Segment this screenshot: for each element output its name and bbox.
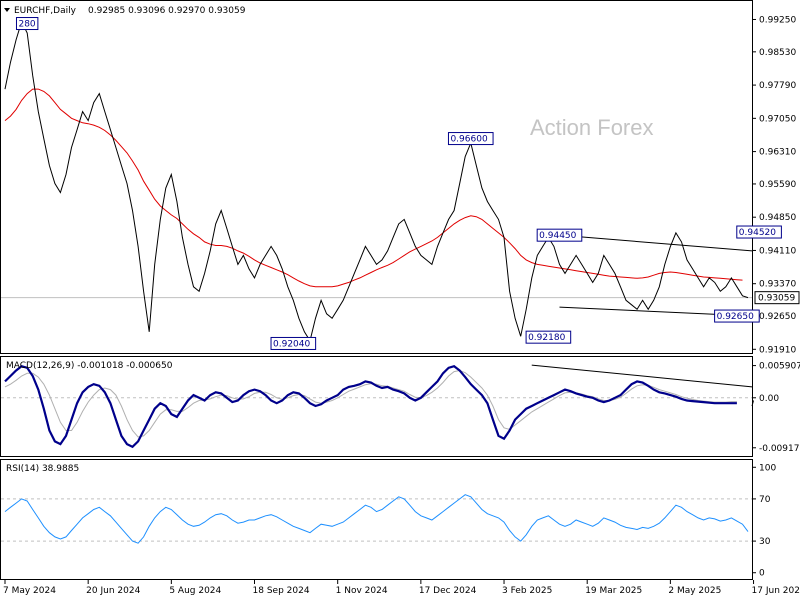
x-tick-label: 17 Dec 2024 <box>419 586 477 596</box>
price-label-box <box>536 228 583 242</box>
price-line <box>4 20 749 343</box>
x-tick-label: 18 Sep 2024 <box>253 586 310 596</box>
price-tick-label: 0.94850 <box>759 213 796 223</box>
ma-line <box>4 88 743 288</box>
x-tick-label: 3 Feb 2025 <box>502 586 552 596</box>
x-tick-label: 20 Jun 2024 <box>86 586 140 596</box>
x-tick-label: 7 May 2024 <box>3 586 56 596</box>
watermark: Action Forex <box>530 115 654 140</box>
x-tick-label: 5 Aug 2024 <box>169 586 221 596</box>
price-tick-label: 0.97050 <box>759 114 796 124</box>
price-tick-label: 0.93370 <box>759 280 796 290</box>
trendline <box>559 234 753 252</box>
price-labels-layer: 280 0.96600 0.92040 0.94450 0.92180 0.94520 0.… <box>15 17 782 350</box>
price-tick-label: 0.91910 <box>759 345 796 355</box>
price-label-box <box>714 309 760 323</box>
current-price-tag <box>754 291 800 305</box>
price-label-text: 0.94520 <box>739 228 776 238</box>
price-label-text: 0.92650 <box>717 312 754 322</box>
macd-line <box>4 364 737 449</box>
price-label-text: 0.94450 <box>539 231 576 241</box>
x-tick-label: 2 May 2025 <box>668 586 721 596</box>
macd-y-axis: 0.005907 0.00 -0.009175 <box>752 362 800 454</box>
rsi-panel[interactable] <box>0 459 753 580</box>
price-tick-label: 0.92650 <box>759 312 796 322</box>
x-tick-label: 1 Nov 2024 <box>336 586 388 596</box>
macd-tick-label: 0.00 <box>759 394 779 404</box>
series-layer <box>1 20 752 544</box>
rsi-y-axis: 100 70 30 0 <box>752 463 776 579</box>
rsi-tick-label: 30 <box>759 537 771 547</box>
macd-label: MACD(12,26,9) -0.001018 -0.000650 <box>6 361 173 371</box>
price-tick-label: 0.97790 <box>759 81 796 91</box>
rsi-tick-label: 100 <box>759 463 776 473</box>
rsi-label: RSI(14) 38.9885 <box>6 464 79 474</box>
x-tick-label: 17 Jun 2025 <box>752 586 800 596</box>
macd-panel[interactable] <box>0 356 753 457</box>
macd-tick-label: 0.005907 <box>759 362 800 372</box>
x-tick-label: 19 Mar 2025 <box>585 586 642 596</box>
price-tick-label: 0.98530 <box>759 48 796 58</box>
rsi-line <box>4 494 749 544</box>
time-axis: 7 May 2024 20 Jun 2024 5 Aug 2024 18 Sep 20… <box>3 580 800 596</box>
ohlc-values: 0.92985 0.93096 0.92970 0.93059 <box>88 6 246 16</box>
trendline <box>531 364 753 388</box>
price-label-text: 0.92040 <box>273 339 310 349</box>
rsi-tick-label: 0 <box>759 569 765 579</box>
price-label-box <box>736 225 782 239</box>
price-label-box <box>447 132 494 146</box>
rsi-tick-label: 70 <box>759 495 771 505</box>
price-tick-label: 0.96310 <box>759 148 796 158</box>
price-label-text: 0.96600 <box>450 135 487 145</box>
price-panel[interactable] <box>0 0 753 354</box>
macd-tick-label: -0.009175 <box>759 444 800 454</box>
symbol-label: EURCHF,Daily <box>14 6 77 16</box>
price-label-text: 280 <box>18 20 35 30</box>
price-label-box <box>525 330 572 344</box>
price-label-text: 0.92180 <box>528 333 565 343</box>
price-tick-label: 0.94110 <box>759 246 796 256</box>
triangle-down-icon[interactable] <box>4 8 10 12</box>
current-price-text: 0.93059 <box>758 294 795 304</box>
price-tick-label: 0.95590 <box>759 180 796 190</box>
trendline <box>751 400 755 407</box>
price-label-box <box>270 336 317 350</box>
price-label-box <box>15 17 39 31</box>
price-y-axis: 0.99250 0.98530 0.97790 0.97050 0.96310 0.955… <box>752 15 796 355</box>
price-tick-label: 0.99250 <box>759 15 796 25</box>
